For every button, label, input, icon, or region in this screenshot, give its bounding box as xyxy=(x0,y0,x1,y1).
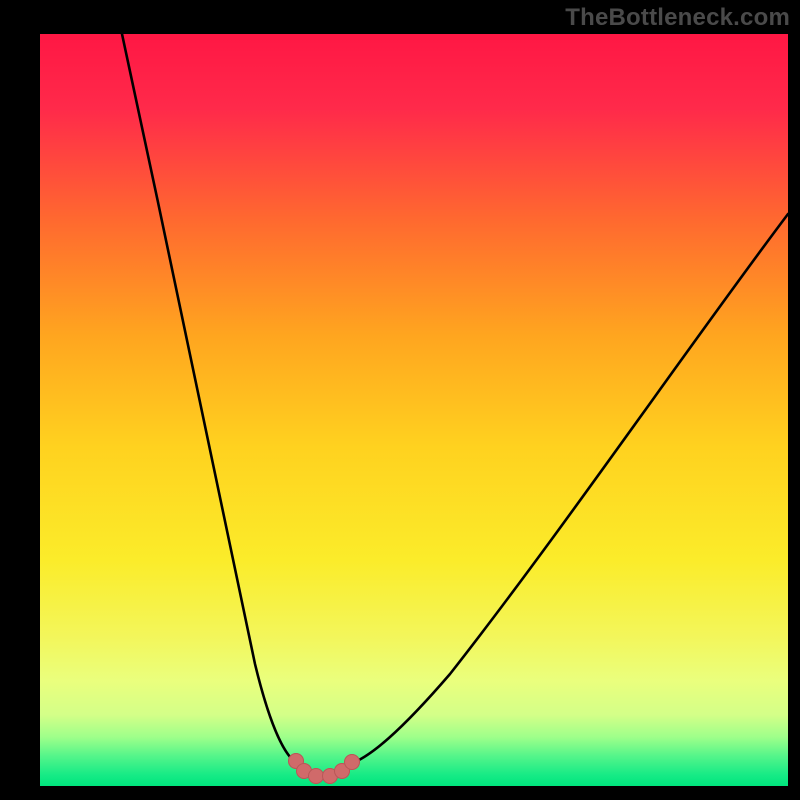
chart-root: TheBottleneck.com xyxy=(0,0,800,800)
watermark-text: TheBottleneck.com xyxy=(565,4,790,32)
curve-left-branch xyxy=(122,34,298,764)
curve-right-branch xyxy=(350,214,788,764)
curve-layer xyxy=(40,34,788,786)
plot-area xyxy=(40,34,788,786)
valley-dot xyxy=(344,754,360,770)
